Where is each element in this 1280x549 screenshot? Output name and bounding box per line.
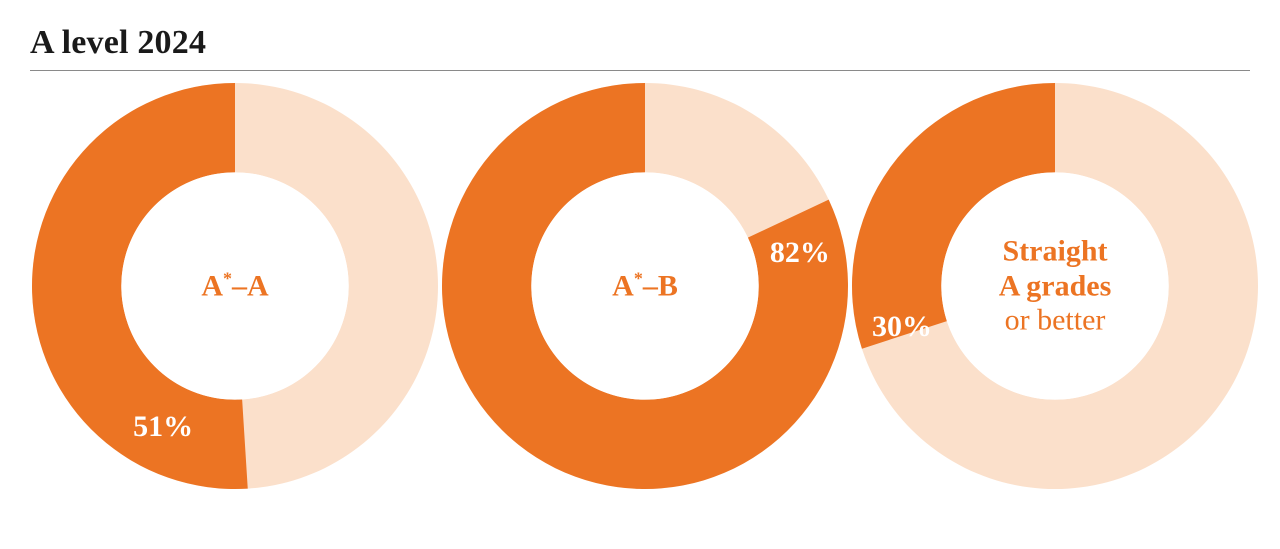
donut-center-label: StraightA gradesor better <box>999 234 1112 338</box>
donut-pct-label: 30% <box>872 310 932 344</box>
donut-a-star-a: A*–A 51% <box>30 81 440 491</box>
donut-a-star-b: A*–B 82% <box>440 81 850 491</box>
donut-center-label: A*–A <box>201 268 268 304</box>
donut-pct-label: 51% <box>133 410 193 444</box>
page-title: A level 2024 <box>30 24 1250 62</box>
donut-center-label: A*–B <box>612 268 678 304</box>
donut-pct-label: 82% <box>770 236 830 270</box>
title-rule <box>30 70 1250 71</box>
charts-row: A*–A 51% A*–B 82% StraightA gradesor better 3… <box>30 81 1250 491</box>
donut-straight-a: StraightA gradesor better 30% <box>850 81 1260 491</box>
